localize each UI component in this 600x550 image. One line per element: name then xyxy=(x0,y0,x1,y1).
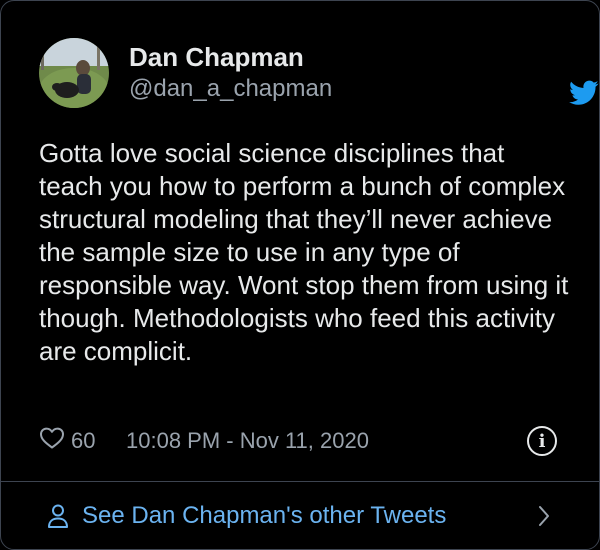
twitter-bird-icon[interactable] xyxy=(569,80,599,106)
like-button[interactable]: 60 xyxy=(39,426,95,455)
like-count: 60 xyxy=(71,427,96,453)
tweet-text: Gotta love social science disciplines th… xyxy=(39,138,569,366)
tweet-timestamp[interactable]: 10:08 PM - Nov 11, 2020 xyxy=(126,428,369,453)
author-display-name[interactable]: Dan Chapman xyxy=(129,42,304,72)
person-icon xyxy=(47,503,69,534)
author-names: Dan Chapman @dan_a_chapman xyxy=(129,42,332,104)
see-other-tweets-link[interactable]: See Dan Chapman's other Tweets xyxy=(1,482,599,549)
heart-icon xyxy=(39,426,65,455)
divider xyxy=(1,481,599,482)
tweet-header: Dan Chapman @dan_a_chapman xyxy=(39,38,599,108)
chevron-right-icon xyxy=(537,504,551,533)
tweet-meta: 60 10:08 PM - Nov 11, 2020 i xyxy=(39,423,569,457)
see-other-tweets-label: See Dan Chapman's other Tweets xyxy=(82,502,447,529)
info-icon[interactable]: i xyxy=(527,426,557,456)
profile-photo xyxy=(39,38,109,108)
avatar[interactable] xyxy=(39,38,109,108)
author-handle[interactable]: @dan_a_chapman xyxy=(129,75,333,102)
